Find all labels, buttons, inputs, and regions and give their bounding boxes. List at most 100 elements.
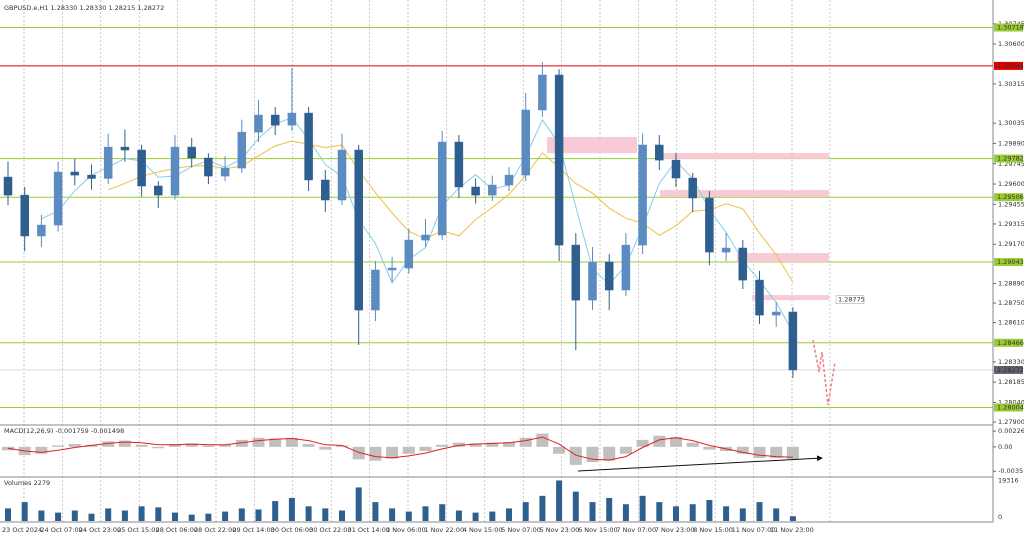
macd-bar: [569, 446, 582, 465]
y-tick-label: 1.29745: [998, 160, 1024, 168]
macd-bar: [386, 446, 399, 459]
y-tick-label: 1.29890: [998, 139, 1024, 147]
x-tick-label: 5 Nov 07:00: [501, 526, 541, 534]
candle-body: [488, 184, 497, 196]
macd-label: MACD(12,26,9) -0.001759 -0.001498: [4, 427, 124, 435]
volume-bar: [539, 495, 546, 521]
volume-bar: [689, 504, 696, 521]
candle-body: [638, 144, 647, 246]
macd-bar: [636, 439, 649, 447]
y-tick-label: 1.27900: [998, 418, 1024, 426]
supply-zone: [547, 137, 637, 154]
candle-body: [454, 141, 464, 188]
volume-bar: [5, 508, 11, 521]
level-label-box: [994, 61, 1023, 70]
volume-bar: [706, 500, 713, 521]
x-tick-label: 5 Nov 23:00: [540, 526, 580, 534]
level-label: 1.29043: [997, 258, 1024, 266]
macd-bar: [302, 444, 315, 447]
macd-bar: [285, 437, 298, 447]
y-tick-label: 1.29600: [998, 180, 1024, 188]
volume-bar: [305, 506, 312, 521]
candle-body: [538, 74, 547, 111]
candle-body: [371, 269, 380, 311]
macd-tick-label: 0.002263: [998, 427, 1024, 435]
x-tick-label: 7 Nov 07:00: [616, 526, 656, 534]
candle-body: [3, 176, 13, 196]
volume-bar: [255, 509, 262, 521]
level-label-box: [994, 338, 1023, 347]
candle-body: [404, 239, 414, 269]
candle-body: [254, 114, 263, 133]
candle-body: [621, 244, 631, 291]
level-label: 1.30718: [997, 24, 1024, 32]
x-tick-label: 28 Oct 22:00: [194, 526, 236, 534]
chart-header: GBPUSD.e,H1 1.28330 1.28330 1.28215 1.28…: [4, 4, 164, 12]
macd-bar: [269, 438, 282, 447]
level-label-box: [994, 154, 1023, 163]
volume-bar: [606, 497, 613, 521]
x-tick-label: 7 Nov 23:00: [655, 526, 695, 534]
volume-bar: [405, 511, 412, 521]
level-label: 1.28004: [997, 403, 1024, 411]
candle-body: [738, 247, 748, 281]
macd-bar: [102, 441, 115, 447]
macd-bar: [319, 446, 332, 450]
volume-bar: [389, 508, 396, 521]
candle-body: [421, 234, 430, 241]
macd-bar: [503, 441, 515, 447]
y-tick-label: 1.30035: [998, 119, 1024, 127]
volume-bar: [472, 512, 479, 521]
zone-label-box: [835, 295, 865, 304]
supply-zone: [752, 295, 829, 301]
candle-body: [337, 149, 347, 201]
volume-bar: [105, 508, 112, 521]
macd-bar: [402, 446, 415, 454]
volume-bar: [38, 510, 45, 521]
volume-bar: [773, 508, 780, 521]
current-price-label: 1.28272: [997, 366, 1024, 374]
candle-body: [788, 311, 798, 371]
volume-bar: [238, 508, 245, 521]
candle-body: [287, 112, 297, 126]
y-tick-label: 1.29455: [998, 200, 1024, 208]
macd-bar: [786, 446, 799, 460]
macd-bar: [152, 446, 165, 449]
divergence-arrow: [577, 455, 823, 472]
y-tick-label: 1.30315: [998, 80, 1024, 88]
macd-tick-label: -0.003514: [998, 467, 1024, 475]
level-label: 1.30444: [997, 62, 1024, 70]
macd-bar: [553, 446, 566, 454]
volume-bar: [55, 512, 62, 521]
macd-bar: [452, 442, 465, 447]
candle-body: [671, 159, 681, 179]
x-tick-label: 30 Oct 22:00: [309, 526, 351, 534]
level-label-box: [994, 23, 1023, 32]
candle-body: [20, 194, 29, 237]
macd-bar: [352, 446, 365, 460]
level-label-box: [994, 403, 1023, 412]
supply-zone: [660, 153, 829, 159]
x-tick-label: 1 Nov 06:00: [386, 526, 426, 534]
candle-body: [70, 171, 80, 176]
volume-bar: [205, 513, 212, 521]
volume-bar: [339, 510, 345, 521]
volume-bar: [172, 512, 178, 521]
volume-bar: [372, 502, 379, 521]
macd-bar: [436, 444, 449, 447]
candle-body: [321, 179, 330, 201]
plot: 1.28775: [2, 62, 865, 521]
y-tick-label: 1.29170: [998, 240, 1024, 248]
supply-zone: [737, 253, 829, 263]
macd-bar: [336, 445, 348, 447]
macd-bar: [185, 443, 198, 447]
x-tick-label: 28 Oct 06:00: [156, 526, 198, 534]
macd-bar: [770, 446, 783, 458]
macd-bar: [653, 435, 666, 447]
candle-body: [37, 224, 46, 237]
candle-body: [103, 146, 113, 179]
y-tick-label: 1.28330: [998, 358, 1024, 366]
y-tick-label: 1.28750: [998, 299, 1024, 307]
macd-bar: [252, 437, 265, 447]
